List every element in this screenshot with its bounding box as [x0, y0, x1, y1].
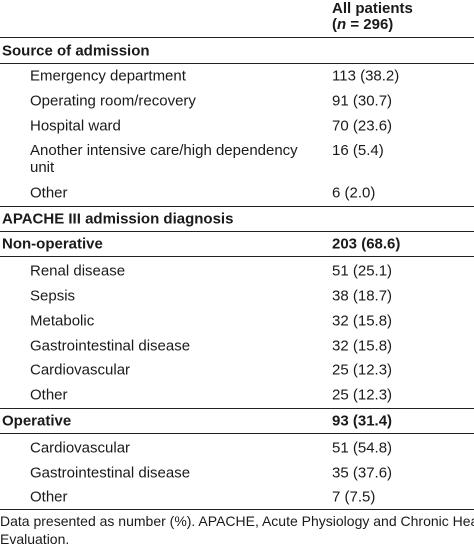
table-row: Metabolic 32 (15.8) — [0, 309, 474, 333]
row-label: Hospital ward — [30, 117, 121, 135]
bottom-rule — [0, 509, 474, 510]
section-rule — [0, 433, 474, 434]
section-row-apache: APACHE III admission diagnosis — [0, 207, 474, 231]
table-row: Sepsis 38 (18.7) — [0, 284, 474, 308]
n-value: = 296) — [346, 16, 394, 33]
table-row: Operating room/recovery 91 (30.7) — [0, 89, 474, 113]
section-rule — [0, 206, 474, 207]
row-label: Metabolic — [30, 312, 95, 330]
table-row: Hospital ward 70 (23.6) — [0, 114, 474, 138]
row-label: Emergency department — [30, 67, 186, 85]
row-label: Gastrointestinal disease — [30, 464, 191, 482]
row-value: 6 (2.0) — [332, 184, 376, 202]
row-label: Renal disease — [30, 262, 126, 280]
row-value: 25 (12.3) — [332, 386, 393, 404]
section-rule — [0, 256, 474, 257]
row-value: 51 (54.8) — [332, 439, 393, 457]
row-value: 7 (7.5) — [332, 488, 376, 506]
table-row: Other 6 (2.0) — [0, 181, 474, 205]
row-label: Operating room/recovery — [30, 92, 196, 110]
row-label: Another intensive care/high dependency u… — [30, 142, 298, 176]
footnote-line-1: Data presented as number (%). APACHE, Ac… — [0, 513, 474, 529]
footnote-line-2: Evaluation. — [0, 531, 70, 547]
row-value: 32 (15.8) — [332, 312, 393, 330]
table-row: Renal disease 51 (25.1) — [0, 259, 474, 283]
row-value: 35 (37.6) — [332, 464, 393, 482]
row-label: Other — [30, 488, 68, 506]
table-row: Gastrointestinal disease 32 (15.8) — [0, 334, 474, 358]
row-value: 25 (12.3) — [332, 361, 393, 379]
section-value: 203 (68.6) — [332, 235, 401, 253]
row-value: 32 (15.8) — [332, 337, 393, 355]
header-rule — [0, 37, 474, 38]
row-label: Cardiovascular — [30, 361, 131, 379]
row-label: Other — [30, 386, 68, 404]
row-value: 91 (30.7) — [332, 92, 393, 110]
section-rule — [0, 63, 474, 64]
table-row: Gastrointestinal disease 35 (37.6) — [0, 461, 474, 485]
table-header: All patients (n = 296) — [0, 0, 474, 36]
row-value: 113 (38.2) — [332, 67, 400, 85]
section-value: 93 (31.4) — [332, 412, 393, 430]
section-title: Source of admission — [2, 42, 150, 60]
row-value: 38 (18.7) — [332, 287, 393, 305]
row-value: 16 (5.4) — [332, 142, 384, 159]
section-title: Operative — [2, 412, 72, 430]
section-title: Non-operative — [2, 235, 103, 253]
column-header-all-patients: All patients — [332, 0, 413, 17]
row-label: Sepsis — [30, 287, 76, 305]
n-symbol: n — [337, 16, 347, 33]
section-title: APACHE III admission diagnosis — [2, 210, 234, 228]
row-label: Cardiovascular — [30, 439, 131, 457]
table-row: Emergency department 113 (38.2) — [0, 64, 474, 88]
table-footnote: Data presented as number (%). APACHE, Ac… — [0, 512, 474, 548]
table-row: Other 7 (7.5) — [0, 485, 474, 509]
table-row: Another intensive care/high dependency u… — [0, 140, 474, 180]
row-label: Other — [30, 184, 68, 202]
table-row: Cardiovascular 25 (12.3) — [0, 358, 474, 382]
section-rule — [0, 408, 474, 409]
section-row-operative: Operative 93 (31.4) — [0, 409, 474, 433]
section-rule — [0, 231, 474, 232]
row-label: Gastrointestinal disease — [30, 337, 191, 355]
section-row-non-operative: Non-operative 203 (68.6) — [0, 232, 474, 256]
row-value: 70 (23.6) — [332, 117, 393, 135]
column-header-n: (n = 296) — [332, 16, 394, 33]
table-row: Cardiovascular 51 (54.8) — [0, 436, 474, 460]
table-row: Other 25 (12.3) — [0, 383, 474, 407]
section-row-source-of-admission: Source of admission — [0, 39, 474, 63]
row-value: 51 (25.1) — [332, 262, 393, 280]
